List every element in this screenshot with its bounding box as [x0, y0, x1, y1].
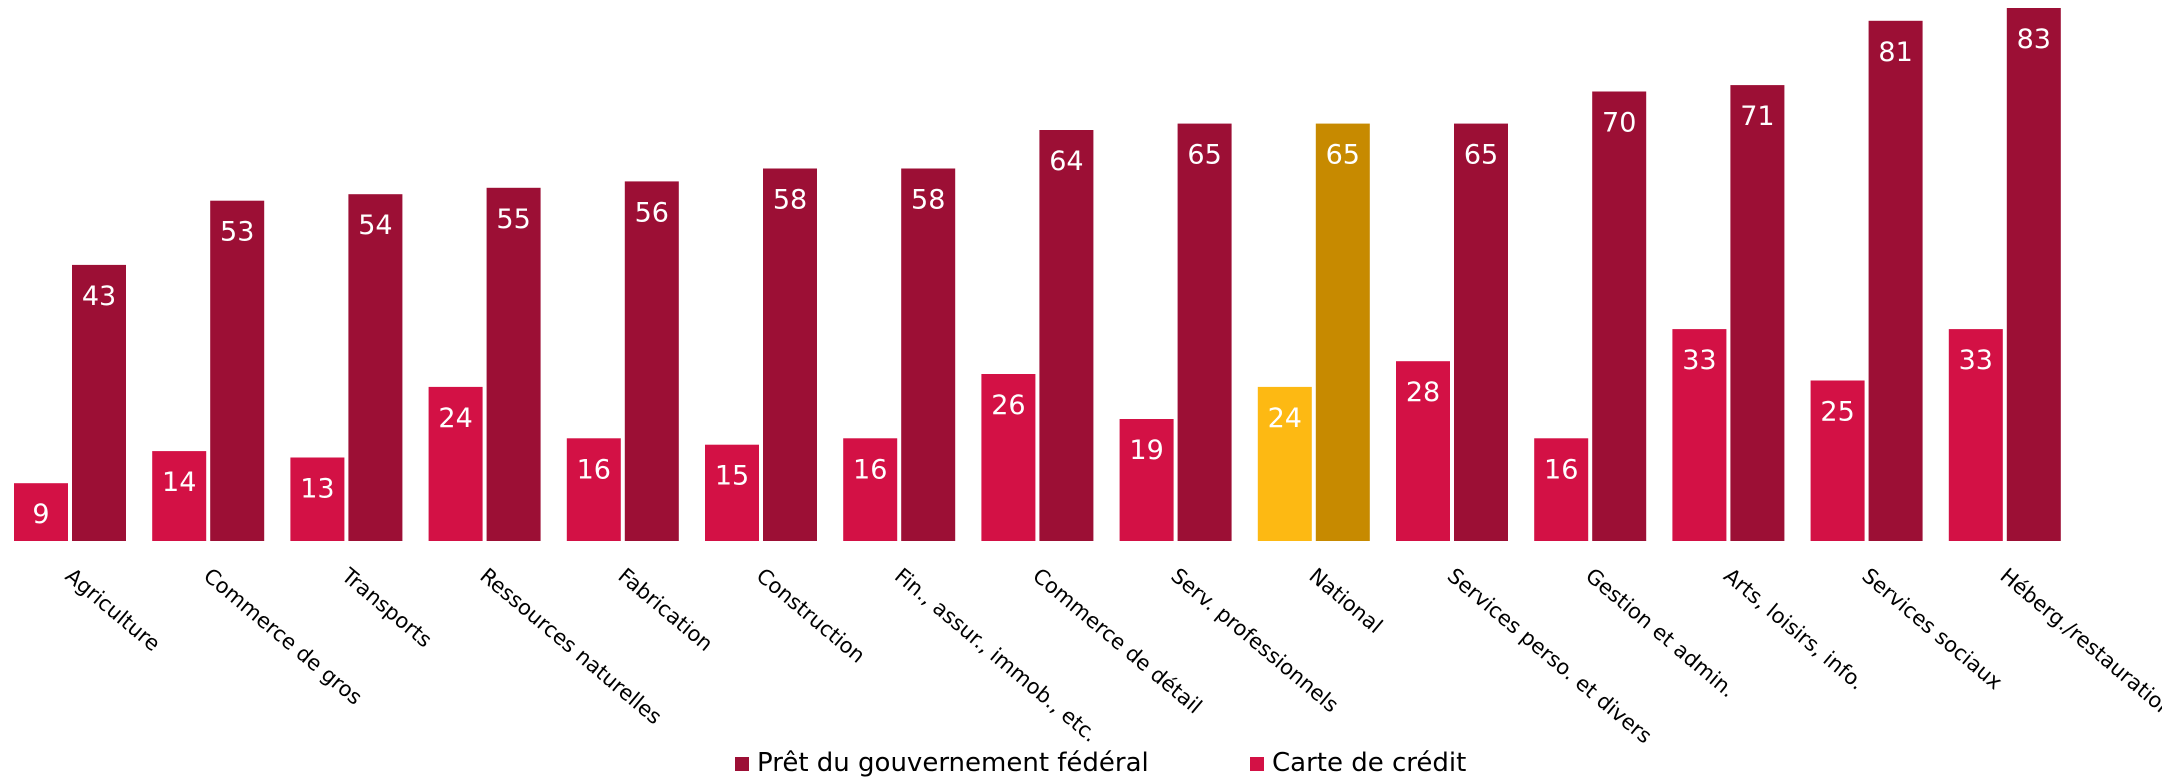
bars-group	[14, 8, 2061, 542]
bar-federal-loan-ressources-naturelles	[486, 187, 541, 542]
bar-federal-loan-construction	[763, 168, 817, 541]
category-label-transports: Transports	[336, 563, 436, 652]
bar-federal-loan-fabrication	[624, 181, 679, 541]
bar-federal-loan-transports	[348, 194, 403, 541]
value-label-federal-loan-agriculture: 43	[82, 281, 116, 312]
bar-federal-loan-gestion-et-admin	[1592, 91, 1647, 541]
bar-credit-card-serv-professionnels	[1119, 419, 1174, 541]
bar-federal-loan-arts-loisirs-info	[1730, 85, 1785, 541]
legend: Prêt du gouvernement fédéral Carte de cr…	[0, 748, 2162, 778]
value-label-credit-card-commerce-de-gros: 14	[162, 467, 196, 498]
bar-credit-card-national	[1257, 386, 1312, 541]
bar-federal-loan-fin-assur-immob-etc	[901, 168, 956, 541]
value-label-federal-loan-fin-assur-immob-etc: 58	[911, 185, 945, 216]
category-label-construction: Construction	[752, 563, 870, 667]
value-label-credit-card-transports: 13	[300, 474, 334, 505]
value-label-federal-loan-commerce-de-gros: 53	[220, 217, 254, 248]
category-label-arts-loisirs-info: Arts, loisirs, info.	[1719, 563, 1869, 694]
bar-credit-card-heberg-restauration	[1948, 329, 2003, 541]
bar-credit-card-commerce-de-detail	[981, 374, 1036, 541]
category-label-gestion-et-admin: Gestion et admin.	[1581, 563, 1740, 702]
value-label-credit-card-fin-assur-immob-etc: 16	[853, 454, 887, 485]
bar-federal-loan-heberg-restauration	[2006, 8, 2061, 541]
value-label-credit-card-ressources-naturelles: 24	[438, 403, 472, 434]
bar-credit-card-services-perso-et-divers	[1396, 361, 1450, 541]
value-label-credit-card-serv-professionnels: 19	[1129, 435, 1163, 466]
value-label-credit-card-agriculture: 9	[32, 499, 49, 530]
legend-swatch-credit-card	[1250, 757, 1264, 771]
value-label-credit-card-commerce-de-detail: 26	[991, 390, 1025, 421]
bar-credit-card-fabrication	[566, 438, 621, 541]
value-label-federal-loan-serv-professionnels: 65	[1187, 140, 1221, 171]
value-label-federal-loan-transports: 54	[358, 210, 392, 241]
bar-credit-card-ressources-naturelles	[428, 386, 483, 541]
category-label-heberg-restauration: Héberg./restauration	[1996, 563, 2162, 722]
value-label-credit-card-fabrication: 16	[577, 454, 611, 485]
value-label-federal-loan-services-perso-et-divers: 65	[1464, 140, 1498, 171]
value-label-federal-loan-heberg-restauration: 83	[2017, 24, 2051, 55]
bar-credit-card-agriculture	[14, 483, 68, 541]
bar-federal-loan-serv-professionnels	[1177, 123, 1232, 541]
bar-credit-card-fin-assur-immob-etc	[843, 438, 898, 541]
legend-label-federal-loan: Prêt du gouvernement fédéral	[757, 748, 1149, 778]
bar-credit-card-arts-loisirs-info	[1672, 329, 1727, 541]
value-label-credit-card-heberg-restauration: 33	[1959, 345, 1993, 376]
value-label-federal-loan-commerce-de-detail: 64	[1049, 146, 1083, 177]
legend-label-credit-card: Carte de crédit	[1272, 748, 1467, 778]
value-label-credit-card-gestion-et-admin: 16	[1544, 454, 1578, 485]
value-label-federal-loan-ressources-naturelles: 55	[496, 204, 530, 235]
value-label-federal-loan-construction: 58	[773, 185, 807, 216]
bar-credit-card-services-sociaux	[1810, 380, 1865, 541]
bar-federal-loan-agriculture	[72, 264, 126, 541]
category-label-national: National	[1305, 563, 1387, 638]
value-label-federal-loan-national: 65	[1326, 140, 1360, 171]
value-label-federal-loan-fabrication: 56	[635, 197, 669, 228]
bar-federal-loan-commerce-de-gros	[210, 200, 265, 541]
value-label-credit-card-services-sociaux: 25	[1820, 397, 1854, 428]
bar-credit-card-construction	[705, 444, 759, 541]
legend-swatch-federal-loan	[735, 757, 749, 771]
category-label-services-sociaux: Services sociaux	[1857, 563, 2006, 694]
bar-credit-card-gestion-et-admin	[1534, 438, 1589, 541]
category-label-agriculture: Agriculture	[61, 563, 165, 656]
value-label-credit-card-services-perso-et-divers: 28	[1406, 377, 1440, 408]
bar-federal-loan-national	[1315, 123, 1370, 541]
value-label-federal-loan-services-sociaux: 81	[1878, 37, 1912, 68]
bar-federal-loan-commerce-de-detail	[1039, 130, 1094, 541]
bar-federal-loan-services-sociaux	[1868, 20, 1923, 542]
value-label-credit-card-construction: 15	[715, 461, 749, 492]
value-label-federal-loan-arts-loisirs-info: 71	[1740, 101, 1774, 132]
bar-credit-card-commerce-de-gros	[152, 451, 207, 541]
value-label-federal-loan-gestion-et-admin: 70	[1602, 108, 1636, 139]
value-label-credit-card-national: 24	[1268, 403, 1302, 434]
bar-credit-card-transports	[290, 457, 345, 541]
value-labels-group: 9 43 14 53 13 54 24 55 16 56 15 58 16 58 26 64 19 65 24 65 2…	[32, 24, 2051, 530]
bar-federal-loan-services-perso-et-divers	[1454, 123, 1508, 541]
category-label-fabrication: Fabrication	[614, 563, 718, 656]
value-label-credit-card-arts-loisirs-info: 33	[1682, 345, 1716, 376]
